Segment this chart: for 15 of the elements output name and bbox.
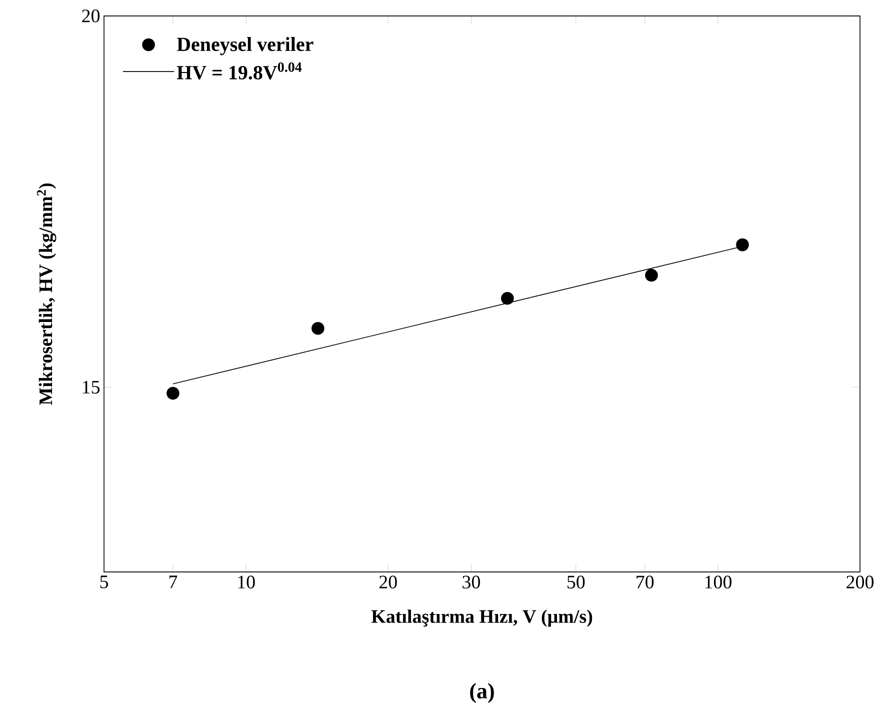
- legend-label: HV = 19.8V$^{0.04}$: [176, 62, 302, 80]
- x-tick-label: 30: [462, 576, 480, 588]
- x-tick-label: 50: [568, 576, 585, 588]
- legend-label: Deneysel veriler: [176, 37, 314, 56]
- y-axis-title: Mikrosertlik, HV (kg/mm$^{2}$): [36, 183, 56, 405]
- x-tick-label: 7: [169, 576, 178, 588]
- x-tick-label: 70: [636, 576, 654, 588]
- x-tick-label: 5: [100, 576, 108, 588]
- x-tick-label: 20: [379, 576, 397, 588]
- text: (a): [470, 683, 494, 703]
- x-tick-label: 200: [846, 576, 874, 588]
- y-tick-label: 15: [82, 380, 100, 394]
- x-tick-label: 100: [705, 576, 732, 588]
- x-axis-title: Katılaştırma Hızı, V (μm/s): [371, 610, 592, 627]
- x-tick-label: 10: [238, 576, 255, 588]
